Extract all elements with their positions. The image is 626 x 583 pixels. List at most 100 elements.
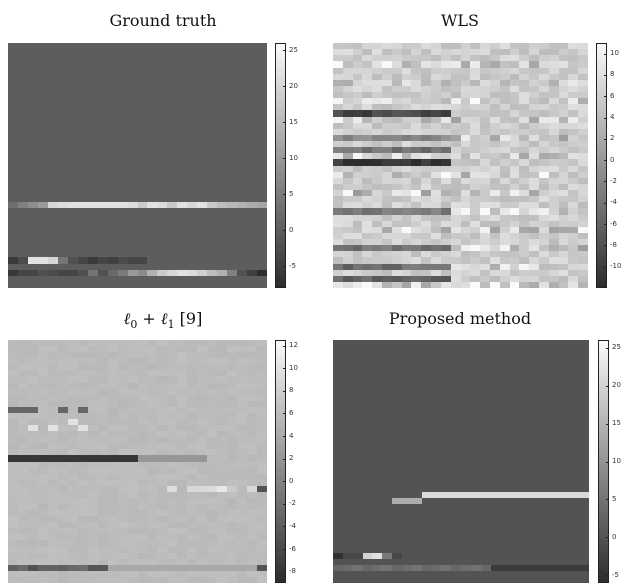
heatmap-cell xyxy=(177,546,188,554)
heatmap-cell xyxy=(470,196,481,203)
heatmap-cell xyxy=(147,128,158,136)
colorbar-tick-label: -2 xyxy=(610,176,617,185)
heatmap-cell xyxy=(227,431,238,438)
heatmap-cell xyxy=(558,208,569,216)
heatmap-cell xyxy=(217,455,228,463)
heatmap-cell xyxy=(401,61,413,69)
heatmap-cell xyxy=(520,473,531,481)
heatmap-cell xyxy=(207,497,218,505)
heatmap-cell xyxy=(342,382,354,390)
heatmap-cell xyxy=(548,153,560,160)
heatmap-cell xyxy=(460,55,471,62)
heatmap-cell xyxy=(37,226,49,234)
heatmap-cell xyxy=(27,534,39,542)
heatmap-cell xyxy=(549,504,561,511)
heatmap-cell xyxy=(27,104,39,111)
heatmap-cell xyxy=(558,245,569,252)
heatmap-cell xyxy=(548,208,560,216)
heatmap-cell xyxy=(97,141,109,148)
heatmap-cell xyxy=(558,165,569,173)
heatmap-cell xyxy=(27,400,39,408)
heatmap-cell xyxy=(510,449,521,457)
heatmap-cell xyxy=(411,388,423,396)
heatmap-cell xyxy=(372,92,383,99)
heatmap-cell xyxy=(217,190,228,197)
heatmap-cell xyxy=(177,340,188,347)
colorbar-tick-mark xyxy=(604,224,607,226)
heatmap-cell xyxy=(137,49,149,56)
colorbar-tick-mark xyxy=(283,390,286,392)
heatmap-cell xyxy=(87,214,99,222)
heatmap-cell xyxy=(137,504,149,511)
heatmap-cell xyxy=(197,122,208,130)
heatmap-cell xyxy=(421,61,432,69)
heatmap-cell xyxy=(97,183,109,191)
heatmap-cell xyxy=(401,98,413,105)
heatmap-cell xyxy=(247,455,258,463)
heatmap-cell xyxy=(207,214,218,222)
heatmap-cell xyxy=(177,147,188,154)
heatmap-cell xyxy=(147,208,158,216)
heatmap-cell xyxy=(489,55,501,62)
heatmap-cell xyxy=(8,98,19,105)
heatmap-cell xyxy=(77,92,89,99)
heatmap-cell xyxy=(8,104,19,111)
heatmap-cell xyxy=(391,67,403,75)
heatmap-cell xyxy=(167,116,178,124)
heatmap-cell xyxy=(519,275,530,283)
heatmap-cell xyxy=(411,497,423,505)
heatmap-cell xyxy=(127,73,139,81)
heatmap-cell xyxy=(568,116,579,124)
heatmap-cell xyxy=(548,85,560,93)
heatmap-cell xyxy=(362,473,373,481)
heatmap-cell xyxy=(177,275,188,283)
heatmap-cell xyxy=(480,485,492,493)
heatmap-cell xyxy=(237,67,248,75)
heatmap-cell xyxy=(97,85,109,93)
heatmap-cell xyxy=(67,226,79,234)
heatmap-cell xyxy=(97,177,109,185)
heatmap-cell xyxy=(401,400,413,408)
heatmap-cell xyxy=(257,479,267,487)
heatmap-cell xyxy=(87,92,99,99)
heatmap-cell xyxy=(37,202,49,209)
heatmap-cell xyxy=(227,564,238,572)
heatmap-cell xyxy=(77,340,89,347)
heatmap-cell xyxy=(137,346,149,353)
heatmap-cell xyxy=(67,510,79,517)
heatmap-cell xyxy=(217,534,228,542)
heatmap-cell xyxy=(8,455,19,463)
heatmap-cell xyxy=(421,485,433,493)
heatmap-cell xyxy=(362,239,373,246)
heatmap-cell xyxy=(257,382,267,390)
heatmap-cell xyxy=(392,437,403,444)
heatmap-cell xyxy=(237,425,248,432)
heatmap-cell xyxy=(247,153,258,160)
heatmap-cell xyxy=(67,55,79,62)
heatmap-cell xyxy=(352,437,364,444)
heatmap-cell xyxy=(499,214,511,222)
heatmap-cell xyxy=(549,394,561,402)
heatmap-cell xyxy=(97,153,109,160)
heatmap-cell xyxy=(362,388,373,396)
heatmap-cell xyxy=(529,165,540,173)
heatmap-cell xyxy=(548,79,560,87)
heatmap-cell xyxy=(333,55,344,62)
heatmap-cell xyxy=(97,346,109,353)
heatmap-cell xyxy=(333,226,344,234)
heatmap-cell xyxy=(362,85,373,93)
heatmap-cell xyxy=(147,497,158,505)
heatmap-cell xyxy=(177,171,188,179)
heatmap-cell xyxy=(187,263,198,271)
heatmap-cell xyxy=(77,576,89,583)
heatmap-cell xyxy=(197,73,208,81)
heatmap-cell xyxy=(558,239,569,246)
heatmap-cell xyxy=(480,171,491,179)
heatmap-cell xyxy=(197,183,208,191)
heatmap-cell xyxy=(352,171,364,179)
heatmap-cell xyxy=(77,437,89,444)
heatmap-cell xyxy=(8,245,19,252)
heatmap-cell xyxy=(333,141,344,148)
heatmap-cell xyxy=(342,263,354,271)
heatmap-cell xyxy=(519,159,530,167)
